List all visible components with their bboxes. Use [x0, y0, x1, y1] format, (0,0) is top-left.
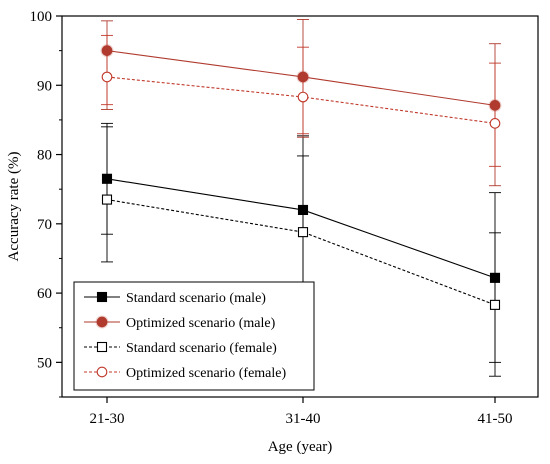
- series-3-point: [489, 118, 501, 129]
- y-axis-label: Accuracy rate (%): [6, 152, 22, 262]
- legend-marker-1: [96, 316, 108, 328]
- axes: 50 60 70 80 90 100 21-30 31-40 41-50: [30, 9, 539, 427]
- series-2-point: [297, 227, 309, 238]
- series-2-point: [489, 299, 501, 310]
- x-tick-label-41-50: 41-50: [478, 411, 513, 427]
- plot-frame: [61, 15, 539, 398]
- series-2-point: [101, 194, 113, 205]
- legend: Standard scenario (male) Optimized scenar…: [73, 281, 315, 391]
- series-0-point: [101, 173, 113, 184]
- y-tick-label-60: 60: [37, 286, 52, 302]
- series-1-point: [297, 71, 309, 83]
- y-tick-label-100: 100: [30, 9, 53, 25]
- legend-marker-0: [96, 291, 108, 303]
- y-tick-label-50: 50: [37, 355, 52, 371]
- series-markers: [100, 44, 502, 310]
- legend-marker-3: [96, 366, 108, 378]
- series-1-point: [489, 100, 501, 111]
- series-3-point: [297, 91, 309, 103]
- series-1-point: [101, 45, 113, 56]
- series-line-2: [106, 199, 496, 306]
- y-tick-label-70: 70: [37, 217, 52, 233]
- legend-label-1: Optimized scenario (male): [126, 316, 276, 331]
- legend-marker-2: [96, 341, 108, 353]
- legend-label-2: Standard scenario (female): [126, 341, 277, 356]
- x-tick-label-21-30: 21-30: [90, 411, 125, 427]
- x-tick-label-31-40: 31-40: [286, 411, 321, 427]
- legend-label-3: Optimized scenario (female): [126, 366, 286, 381]
- series-3-point: [101, 71, 113, 83]
- y-tick-label-90: 90: [37, 78, 52, 94]
- series-0-point: [489, 272, 501, 283]
- series-lines: [106, 50, 496, 306]
- series-0-point: [297, 204, 309, 216]
- legend-label-0: Standard scenario (male): [126, 291, 266, 306]
- x-axis-label: Age (year): [268, 439, 333, 455]
- y-tick-label-80: 80: [37, 148, 52, 164]
